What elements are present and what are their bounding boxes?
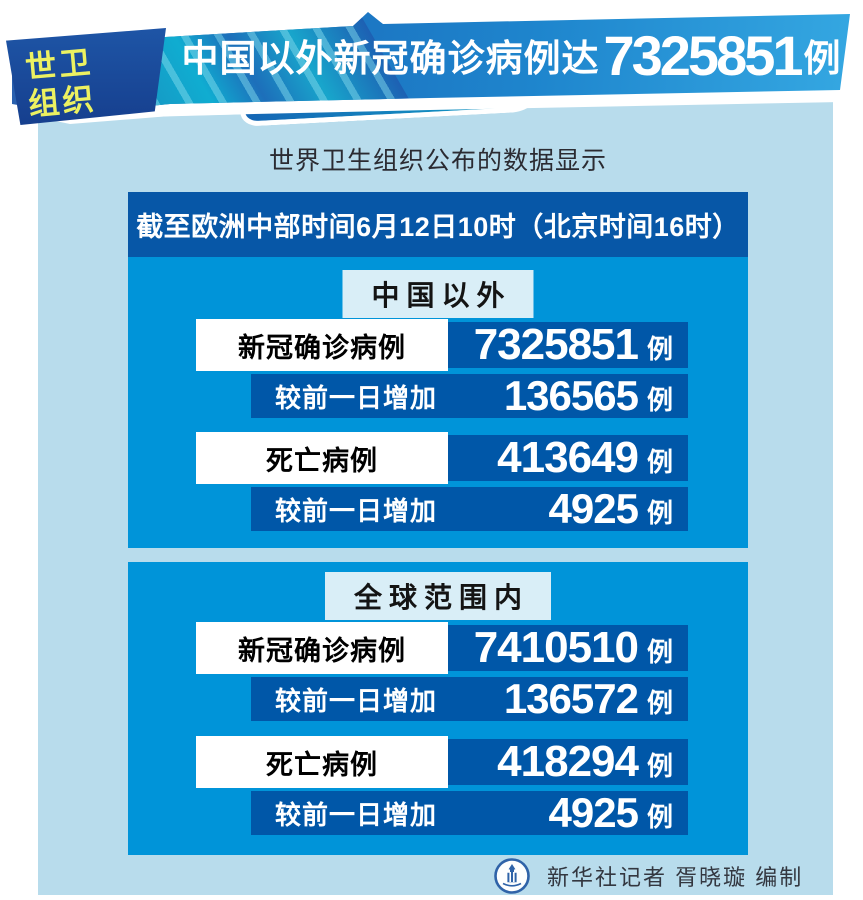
stat-number: 4925: [548, 789, 639, 836]
stat-label: 新冠确诊病例: [196, 622, 448, 674]
headline-unit: 例: [803, 38, 841, 79]
stat-unit: 例: [646, 446, 673, 477]
section-title-chip: 全球范围内: [324, 572, 552, 620]
stat-label: 较前一日增加: [275, 685, 438, 716]
stat-number: 418294: [497, 737, 639, 786]
stat-row-daily-increase: 较前一日增加 4925 例: [251, 791, 688, 835]
stat-unit: 例: [646, 636, 673, 667]
who-badge: 世卫 组织: [6, 28, 166, 125]
badge-line1: 世卫: [23, 44, 95, 86]
stat-value-box: 7325851 例: [448, 322, 688, 368]
stat-number: 413649: [497, 433, 639, 482]
timestamp-bar: 截至欧洲中部时间6月12日10时（北京时间16时）: [128, 192, 748, 257]
stat-number: 136565: [503, 372, 639, 419]
badge-line2: 组织: [26, 80, 98, 122]
stat-row-confirmed: 新冠确诊病例 7325851 例: [196, 319, 688, 371]
stat-unit: 例: [646, 497, 673, 528]
stat-row-confirmed: 新冠确诊病例 7410510 例: [196, 622, 688, 674]
stat-unit: 例: [646, 750, 673, 781]
who-badge-label: 世卫 组织: [6, 28, 166, 125]
stat-row-daily-increase: 较前一日增加 136572 例: [251, 677, 688, 721]
stat-unit: 例: [646, 333, 673, 364]
stat-number: 136572: [503, 675, 639, 722]
stat-number: 7325851: [473, 320, 639, 369]
section-title-chip: 中国以外: [342, 270, 534, 318]
stat-value-box: 413649 例: [448, 435, 688, 481]
headline-number: 7325851: [603, 23, 803, 87]
stat-label: 新冠确诊病例: [196, 319, 448, 371]
section-outside-china: 中国以外 新冠确诊病例 7325851 例 较前一日增加 136565 例 死亡…: [128, 257, 748, 548]
xinhua-emblem-icon: [494, 858, 530, 894]
stat-label: 死亡病例: [196, 432, 448, 484]
stat-label: 死亡病例: [196, 736, 448, 788]
stat-row-deaths: 死亡病例 418294 例: [196, 736, 688, 788]
stat-unit: 例: [646, 801, 673, 832]
stat-unit: 例: [646, 687, 673, 718]
stat-row-daily-increase: 较前一日增加 136565 例: [251, 374, 688, 418]
footer-credit: 新华社记者 胥晓璇 编制: [494, 857, 803, 895]
source-subtitle: 世界卫生组织公布的数据显示: [268, 147, 607, 175]
stat-unit: 例: [646, 384, 673, 415]
stat-value-box: 7410510 例: [448, 625, 688, 671]
stat-value-box: 418294 例: [448, 739, 688, 785]
stat-row-deaths: 死亡病例 413649 例: [196, 432, 688, 484]
stat-label: 较前一日增加: [275, 799, 438, 830]
section-global: 全球范围内 新冠确诊病例 7410510 例 较前一日增加 136572 例 死…: [128, 562, 748, 855]
stat-label: 较前一日增加: [275, 382, 438, 413]
stat-number: 7410510: [473, 623, 639, 672]
headline: 中国以外新冠确诊病例达 7325851 例: [172, 16, 850, 94]
stat-label: 较前一日增加: [275, 495, 438, 526]
stat-row-daily-increase: 较前一日增加 4925 例: [251, 487, 688, 531]
credit-text: 新华社记者 胥晓璇 编制: [547, 865, 804, 890]
headline-text: 中国以外新冠确诊病例达: [181, 38, 600, 79]
stat-number: 4925: [548, 485, 639, 532]
